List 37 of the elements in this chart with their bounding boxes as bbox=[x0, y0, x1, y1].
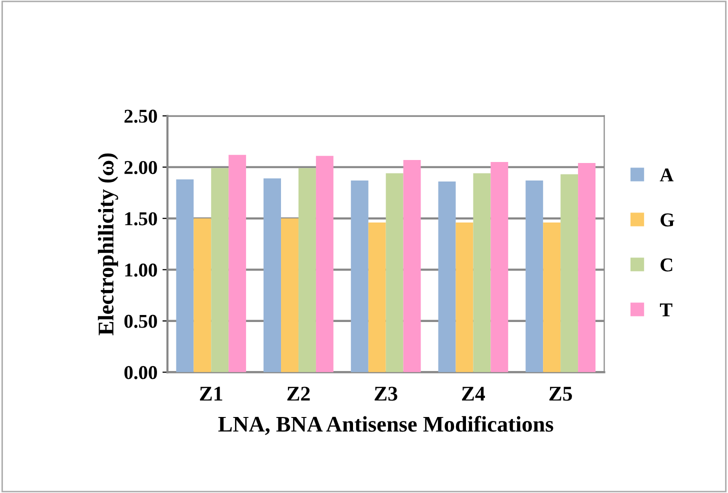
x-tick-label: Z1 bbox=[200, 386, 222, 401]
y-tick-label: 2.50 bbox=[124, 110, 157, 123]
legend-label: C bbox=[660, 258, 672, 272]
x-axis-title: LNA, BNA Antisense Modifications bbox=[218, 416, 554, 435]
x-tick-label: Z3 bbox=[374, 386, 398, 401]
bar bbox=[403, 160, 421, 372]
bar bbox=[194, 218, 212, 372]
bar bbox=[543, 222, 561, 372]
bar bbox=[316, 156, 334, 372]
legend-label: T bbox=[660, 304, 672, 316]
bar bbox=[281, 218, 298, 372]
legend-label: G bbox=[660, 213, 674, 226]
y-tick-label: 1.50 bbox=[125, 212, 157, 226]
bar bbox=[438, 181, 456, 372]
bar bbox=[578, 163, 596, 372]
legend-label: A bbox=[660, 168, 674, 182]
bar bbox=[473, 173, 491, 372]
y-tick-label: 1.00 bbox=[125, 263, 157, 277]
bar bbox=[228, 154, 246, 372]
y-tick-label: 0.50 bbox=[124, 314, 157, 328]
bar bbox=[490, 162, 508, 372]
y-tick-label: 0.00 bbox=[124, 366, 157, 380]
x-tick-label: Z2 bbox=[287, 386, 310, 401]
y-tick-label: 2.00 bbox=[124, 160, 157, 174]
bar bbox=[211, 168, 229, 372]
bar bbox=[176, 179, 194, 372]
x-tick-label: Z5 bbox=[549, 386, 572, 401]
bar bbox=[264, 178, 282, 372]
bar bbox=[298, 168, 316, 372]
bar bbox=[368, 222, 386, 372]
y-axis-title: Electrophilicity (ω) bbox=[98, 153, 118, 336]
x-tick-label: Z4 bbox=[462, 386, 485, 401]
bar bbox=[386, 173, 404, 372]
bar bbox=[456, 222, 474, 372]
bar bbox=[526, 180, 544, 372]
bar bbox=[560, 174, 578, 372]
bar bbox=[350, 180, 368, 372]
